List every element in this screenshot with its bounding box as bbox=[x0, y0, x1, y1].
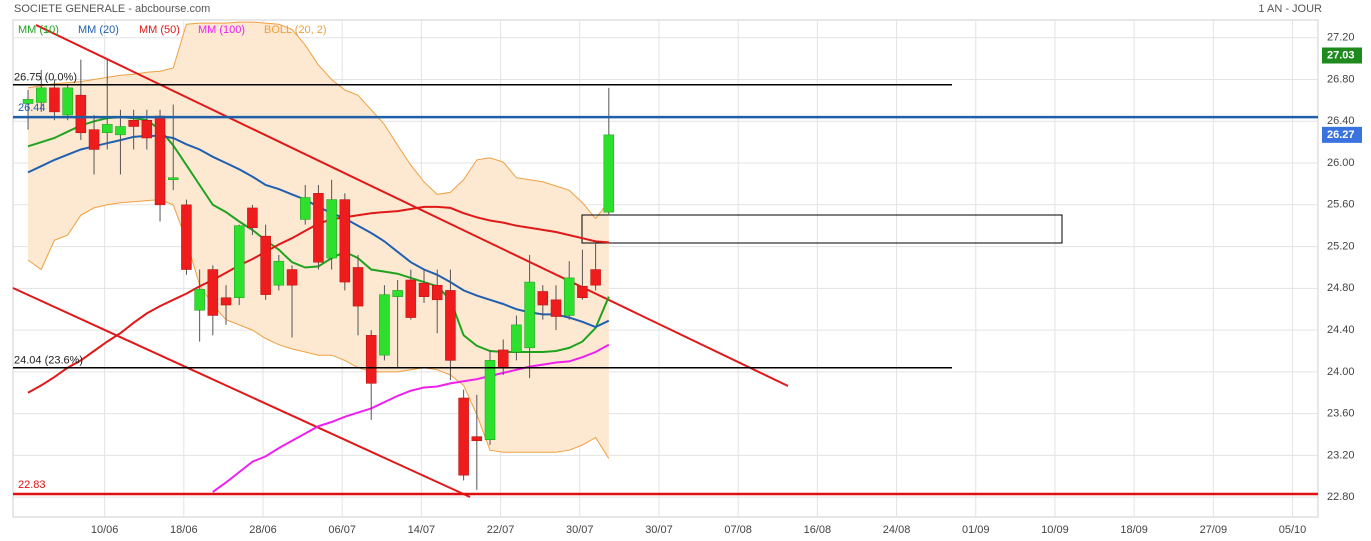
x-tick-label: 27/09 bbox=[1200, 524, 1228, 536]
candle-body bbox=[167, 177, 179, 180]
y-tick-label: 26.80 bbox=[1327, 73, 1355, 85]
candle-body bbox=[352, 267, 364, 307]
candle-body bbox=[484, 360, 496, 440]
legend-entry: BOLL (20, 2) bbox=[264, 24, 327, 36]
legend-entry: MM (10) bbox=[18, 24, 59, 36]
price-line-label: 26.44 bbox=[18, 102, 46, 114]
period[interactable]: 1 AN - JOUR bbox=[1258, 3, 1322, 15]
candle-body bbox=[260, 235, 271, 295]
candle-body bbox=[339, 199, 351, 283]
x-tick-label: 22/07 bbox=[487, 524, 515, 536]
chart-title: SOCIETE GENERALE - abcbourse.com bbox=[14, 3, 210, 15]
x-tick-label: 18/09 bbox=[1120, 524, 1148, 536]
candle-body bbox=[431, 284, 443, 301]
y-tick-label: 26.40 bbox=[1327, 115, 1355, 127]
candle-body bbox=[497, 349, 509, 368]
x-tick-label: 18/06 bbox=[170, 524, 198, 536]
candle-body bbox=[286, 269, 298, 286]
candle-body bbox=[458, 397, 469, 476]
x-tick-label: 14/07 bbox=[408, 524, 436, 536]
candle-body bbox=[563, 277, 575, 316]
y-tick-label: 24.00 bbox=[1327, 366, 1355, 378]
candle-body bbox=[471, 436, 483, 442]
price-badge bbox=[1322, 126, 1362, 143]
x-tick-label: 28/06 bbox=[249, 524, 277, 536]
x-tick-label: 10/06 bbox=[91, 524, 119, 536]
candle-body bbox=[128, 119, 139, 127]
legend-entry: MM (20) bbox=[78, 24, 119, 36]
legend-entry: MM (50) bbox=[139, 24, 180, 36]
price-badge-label: 27.03 bbox=[1327, 49, 1355, 61]
candle-body bbox=[379, 294, 390, 356]
candle-body bbox=[181, 204, 192, 270]
y-tick-label: 23.60 bbox=[1327, 408, 1355, 420]
candle-body bbox=[405, 279, 417, 318]
y-tick-label: 25.20 bbox=[1327, 240, 1355, 252]
candle-body bbox=[418, 282, 430, 297]
x-tick-label: 16/08 bbox=[804, 524, 832, 536]
y-tick-label: 24.40 bbox=[1327, 324, 1355, 336]
candle-body bbox=[207, 269, 219, 316]
candle-body bbox=[392, 290, 403, 297]
x-tick-label: 10/09 bbox=[1041, 524, 1069, 536]
candle-body bbox=[577, 286, 588, 298]
candle-body bbox=[35, 87, 47, 103]
plot-frame bbox=[12, 19, 1319, 518]
candle-body bbox=[445, 290, 456, 361]
candle-body bbox=[550, 299, 562, 317]
candle-body bbox=[537, 291, 549, 306]
candle-body bbox=[273, 260, 285, 286]
zone-box bbox=[581, 214, 1063, 244]
candle-body bbox=[247, 207, 258, 229]
y-tick-label: 27.20 bbox=[1327, 32, 1355, 44]
x-tick-label: 24/08 bbox=[883, 524, 911, 536]
bollinger-upper bbox=[27, 21, 610, 220]
x-tick-label: 30/07 bbox=[645, 524, 673, 536]
candle-body bbox=[154, 115, 166, 206]
y-tick-label: 22.80 bbox=[1327, 491, 1355, 503]
fib-level-label: 24.04 (23.6%) bbox=[14, 355, 83, 367]
candle-body bbox=[511, 324, 522, 353]
moving-average bbox=[212, 343, 610, 493]
candle-body bbox=[233, 225, 245, 298]
x-tick-label: 01/09 bbox=[962, 524, 990, 536]
candle-body bbox=[603, 134, 615, 213]
x-tick-label: 07/08 bbox=[724, 524, 752, 536]
y-tick-label: 23.20 bbox=[1327, 449, 1355, 461]
candle-body bbox=[88, 129, 100, 150]
x-tick-label: 06/07 bbox=[328, 524, 356, 536]
front-layer: 22.80 23.20 23.60 24.00 24.40 24.80 25.20 25.60… bbox=[13, 24, 1362, 536]
y-tick-label: 25.60 bbox=[1327, 199, 1355, 211]
bollinger-lower bbox=[27, 199, 610, 459]
candle-body bbox=[194, 289, 205, 311]
candle-body bbox=[299, 197, 311, 220]
candle-body bbox=[22, 99, 34, 104]
candle-body bbox=[115, 126, 126, 136]
candle-body bbox=[326, 199, 337, 259]
price-line-label: 22.83 bbox=[18, 479, 46, 491]
candle-body bbox=[365, 335, 377, 384]
candle-body bbox=[524, 281, 535, 349]
y-tick-label: 26.00 bbox=[1327, 157, 1355, 169]
candle-body bbox=[590, 269, 601, 286]
fib-level-label: 26.75 (0.0%) bbox=[14, 72, 77, 84]
candle-body bbox=[75, 94, 87, 134]
candle-body bbox=[49, 87, 60, 113]
x-tick-label: 30/07 bbox=[566, 524, 594, 536]
candle-body bbox=[101, 124, 113, 134]
candle-body bbox=[220, 297, 232, 306]
y-tick-label: 24.80 bbox=[1327, 282, 1355, 294]
candle-body bbox=[313, 193, 324, 263]
x-tick-label: 05/10 bbox=[1279, 524, 1307, 536]
legend-entry: MM (100) bbox=[198, 24, 245, 36]
candle-body bbox=[62, 87, 73, 116]
price-badge bbox=[1322, 47, 1362, 64]
price-badge-label: 26.27 bbox=[1327, 129, 1355, 141]
candle-body bbox=[141, 119, 153, 139]
trend-line bbox=[12, 287, 471, 498]
